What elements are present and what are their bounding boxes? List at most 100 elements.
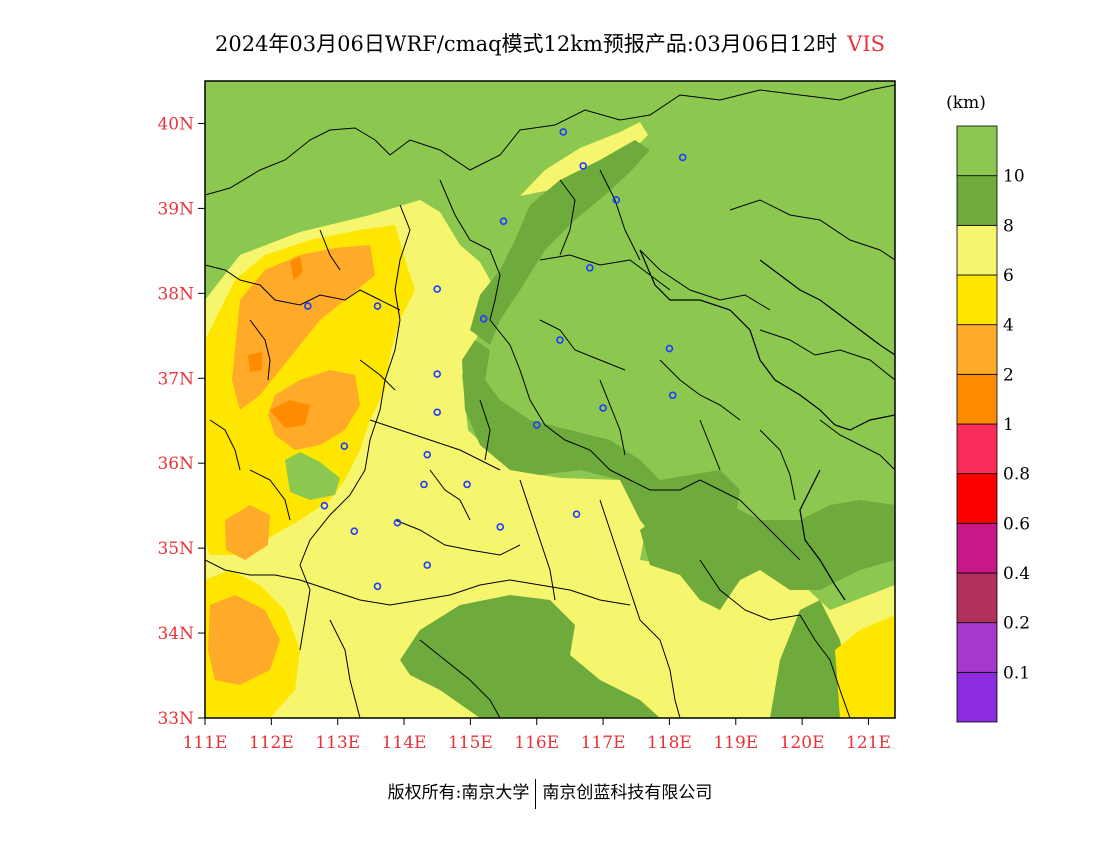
station-marker <box>423 561 432 569</box>
legend-label-6: 6 <box>1003 266 1014 286</box>
lat-label-36N: 36N <box>157 454 194 474</box>
admin-boundaries <box>205 84 895 718</box>
station-marker <box>340 442 349 451</box>
station-marker <box>665 344 674 353</box>
chart-title: 2024年03月06日WRF/cmaq模式12km预报产品:03月06日12时 V… <box>0 28 1100 58</box>
station-marker <box>433 408 442 417</box>
coastline <box>639 249 895 601</box>
legend-swatch <box>956 224 998 276</box>
field-zone-1-2km-b <box>270 400 310 428</box>
visibility-field <box>205 81 895 718</box>
longitude-axis: 111E 112E 113E 114E 115E 116E 117E 118E 119E 120E… <box>183 733 891 753</box>
station-marker <box>420 480 428 489</box>
station-marker <box>612 196 621 204</box>
station-marker <box>433 370 442 378</box>
station-marker <box>433 285 442 293</box>
legend-swatch <box>956 522 998 574</box>
legend-swatch <box>956 274 998 326</box>
legend-swatch <box>956 125 998 177</box>
footer-copyright: 版权所有:南京大学 <box>387 783 530 803</box>
legend-label-0.4: 0.4 <box>1003 564 1030 584</box>
legend-label-10: 10 <box>1003 167 1025 187</box>
legend-label-8: 8 <box>1003 216 1014 236</box>
lat-label-33N: 33N <box>157 709 194 729</box>
field-zone-8-10km-north <box>470 140 650 345</box>
station-marker <box>423 450 432 459</box>
lon-label-115E: 115E <box>448 733 493 753</box>
station-marker <box>678 153 687 162</box>
station-marker <box>373 302 382 310</box>
lon-label-120E: 120E <box>780 733 825 753</box>
station-marker <box>320 501 329 510</box>
legend-label-1: 1 <box>1003 415 1014 435</box>
station-marker <box>373 582 382 591</box>
city-stations <box>304 128 687 591</box>
legend-unit: (km) <box>946 93 986 113</box>
station-marker <box>556 336 564 344</box>
lon-label-113E: 113E <box>315 733 360 753</box>
field-zone-1-2km-a <box>290 256 303 280</box>
station-marker <box>496 523 505 531</box>
legend-swatch <box>956 373 998 425</box>
legend-label-0.8: 0.8 <box>1003 465 1030 485</box>
lon-label-118E: 118E <box>647 733 692 753</box>
station-marker <box>499 217 508 225</box>
lat-label-34N: 34N <box>157 624 194 644</box>
station-marker <box>479 315 488 323</box>
title-text: 2024年03月06日WRF/cmaq模式12km预报产品:03月06日12时 <box>214 32 838 56</box>
field-zone-2-4km-b <box>268 370 360 450</box>
station-marker <box>304 302 312 310</box>
footer: 版权所有:南京大学 南京创蓝科技有限公司 <box>0 778 1100 809</box>
lon-label-119E: 119E <box>713 733 758 753</box>
station-marker <box>586 264 594 272</box>
legend-swatch <box>956 423 998 475</box>
station-marker <box>393 518 402 527</box>
legend-label-2: 2 <box>1003 365 1014 385</box>
field-zone-8-10km-central <box>462 340 740 545</box>
legend-label-4: 4 <box>1003 316 1014 336</box>
legend-swatch <box>956 324 998 375</box>
lat-label-38N: 38N <box>157 284 194 304</box>
axis-ticks <box>198 122 869 725</box>
field-zone-2-4km-a <box>232 245 375 410</box>
station-marker <box>599 404 607 412</box>
footer-divider <box>535 778 537 809</box>
field-zone-8-10km-east <box>640 500 895 610</box>
station-marker <box>572 510 581 518</box>
station-marker <box>559 128 568 136</box>
station-marker <box>579 162 587 170</box>
field-zone-2-4km-d <box>208 595 280 685</box>
visibility-legend: 0.1 0.2 0.4 0.6 0.8 1 2 4 6 8 10 <box>956 125 1030 723</box>
lat-label-39N: 39N <box>157 199 194 219</box>
station-marker <box>350 527 359 535</box>
footer-company: 南京创蓝科技有限公司 <box>542 783 713 803</box>
field-zone-over-10km-basin <box>285 452 340 500</box>
field-zone-8-10km-southeast <box>770 600 860 718</box>
field-zone-6-8km-north <box>520 122 648 196</box>
field-zone-2-4km-c <box>225 505 270 560</box>
lon-label-121E: 121E <box>846 733 891 753</box>
title-variable: VIS <box>847 32 886 56</box>
legend-label-0.2: 0.2 <box>1003 614 1030 634</box>
field-zone-4-6km-southeast <box>835 615 895 718</box>
lon-label-111E: 111E <box>183 733 228 753</box>
legend-swatch <box>956 671 998 723</box>
legend-swatch <box>956 473 998 524</box>
lat-label-40N: 40N <box>157 114 194 134</box>
legend-swatch <box>956 572 998 624</box>
map-frame <box>204 80 896 719</box>
legend-label-0.6: 0.6 <box>1003 514 1030 534</box>
station-marker <box>463 480 471 489</box>
legend-label-0.1: 0.1 <box>1003 663 1030 683</box>
lat-label-35N: 35N <box>157 539 194 559</box>
latitude-axis: 33N 34N 35N 36N 37N 38N 39N 40N <box>157 114 194 729</box>
lon-label-117E: 117E <box>581 733 626 753</box>
lon-label-116E: 116E <box>514 733 559 753</box>
legend-swatch <box>956 622 998 673</box>
lon-label-112E: 112E <box>249 733 294 753</box>
field-zone-1-2km-c <box>248 352 262 372</box>
station-marker <box>532 421 541 429</box>
legend-swatch <box>956 175 998 226</box>
lat-label-37N: 37N <box>157 369 194 389</box>
